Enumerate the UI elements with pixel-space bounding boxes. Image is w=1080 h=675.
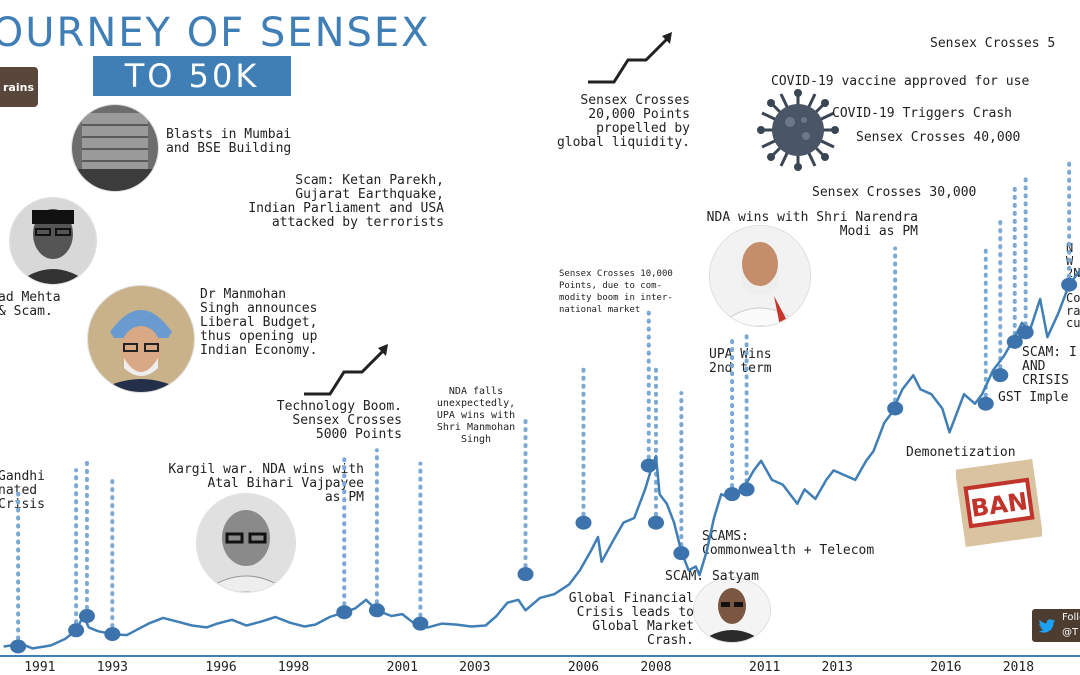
x-tick-label: 2018 [1003,660,1034,675]
brand-tag: rains [0,67,38,107]
portrait-bse-building [72,105,158,191]
event-marker-1 [68,623,85,638]
event-marker-3 [104,627,121,642]
event-marker-2 [78,609,95,624]
event-marker-17 [1006,334,1023,349]
event-marker-5 [368,603,385,618]
event-marker-0 [10,639,27,654]
x-tick-label: 2001 [387,660,418,675]
annotation-sensex-30000: Sensex Crosses 30,000 [812,185,977,200]
annotation-kargil-war: Kargil war. NDA wins with Atal Bihari Va… [168,462,364,505]
x-tick-label: 1996 [205,660,236,675]
event-marker-9 [640,458,657,473]
annotation-sensex-20000: Sensex Crosses 20,000 Points propelled b… [556,93,690,150]
annotation-global-crisis: Global Financial Crisis leads to Global … [568,591,694,648]
chart-title: JOURNEY OF SENSEX [0,10,431,56]
annotation-sensex-10000: Sensex Crosses 10,000 Points, due to com… [559,269,673,315]
event-marker-16 [992,368,1009,383]
x-tick-label: 2011 [749,660,780,675]
portrait-narendra-modi [710,226,810,326]
annotation-technology-boom: Technology Boom. Sensex Crosses 5000 Poi… [276,399,402,442]
portrait-harshad-mehta [10,198,96,284]
annotation-demonetization: Demonetization [906,445,1016,460]
annotation-modi-pm: NDA wins with Shri Narendra Modi as PM [706,210,918,239]
follow-label: Follo [1062,612,1080,623]
x-tick-label: 1991 [24,660,55,675]
event-marker-14 [887,401,904,416]
event-marker-6 [412,616,429,631]
annotation-satyam-scam: SCAM: Satyam [665,569,759,584]
chart-subtitle: TO 50K [93,56,291,96]
annotation-mumbai-blasts: Blasts in Mumbai and BSE Building [166,127,292,156]
annotation-truncated-right: N W 2N T Co ra cu [1066,241,1080,330]
x-tick-label: 2016 [930,660,961,675]
event-marker-4 [336,605,353,620]
annotation-scam-crisis: SCAM: I AND CRISIS [1022,345,1077,388]
annotation-liberal-budget: Dr Manmohan Singh announces Liberal Budg… [200,287,318,358]
portrait-atal-bihari-vajpayee [197,494,295,592]
annotation-ketan-parekh: Scam: Ketan Parekh, Gujarat Earthquake, … [248,173,444,230]
annotation-harshad-mehta: ad Mehta & Scam. [0,290,61,319]
event-marker-8 [575,515,592,530]
twitter-follow-badge[interactable]: Follo @T [1032,609,1080,642]
annotation-sensex-50000: Sensex Crosses 5 [930,36,1056,51]
brand-text: rains [3,81,34,94]
event-marker-10 [647,515,664,530]
annotation-commonwealth-telecom: SCAMS: Commonwealth + Telecom [702,529,875,558]
x-tick-label: 2003 [459,660,490,675]
subtitle-text: TO 50K [124,57,260,95]
coronavirus-icon [757,89,839,171]
portrait-satyam-scam [694,578,770,642]
event-marker-12 [724,487,741,502]
event-marker-15 [977,396,994,411]
annotation-gst: GST Imple [998,390,1069,405]
twitter-icon [1038,619,1056,633]
annotation-upa-wins: NDA falls unexpectedly, UPA wins with Sh… [436,386,516,445]
x-tick-label: 2006 [568,660,599,675]
x-tick-label: 1998 [278,660,309,675]
portrait-manmohan-singh [88,286,194,392]
trend-up-arrow-icon [588,32,672,84]
annotation-sensex-40000: Sensex Crosses 40,000 [856,130,1021,145]
twitter-handle: @T [1062,627,1079,638]
event-marker-7 [517,567,534,582]
event-marker-13 [738,482,755,497]
x-tick-label: 1993 [97,660,128,675]
event-marker-11 [673,546,690,561]
event-marker-18 [1017,325,1034,340]
annotation-upa-2nd-term: UPA Wins 2nd term [709,347,772,376]
annotation-covid-vaccine: COVID-19 vaccine approved for use [771,74,1030,89]
annotation-gandhi-crisis: Gandhi nated Crisis [0,469,45,512]
x-tick-label: 2013 [822,660,853,675]
x-tick-label: 2008 [640,660,671,675]
ban-stamp-icon: BAN [956,458,1042,548]
annotation-covid-crash: COVID-19 Triggers Crash [832,106,1013,121]
